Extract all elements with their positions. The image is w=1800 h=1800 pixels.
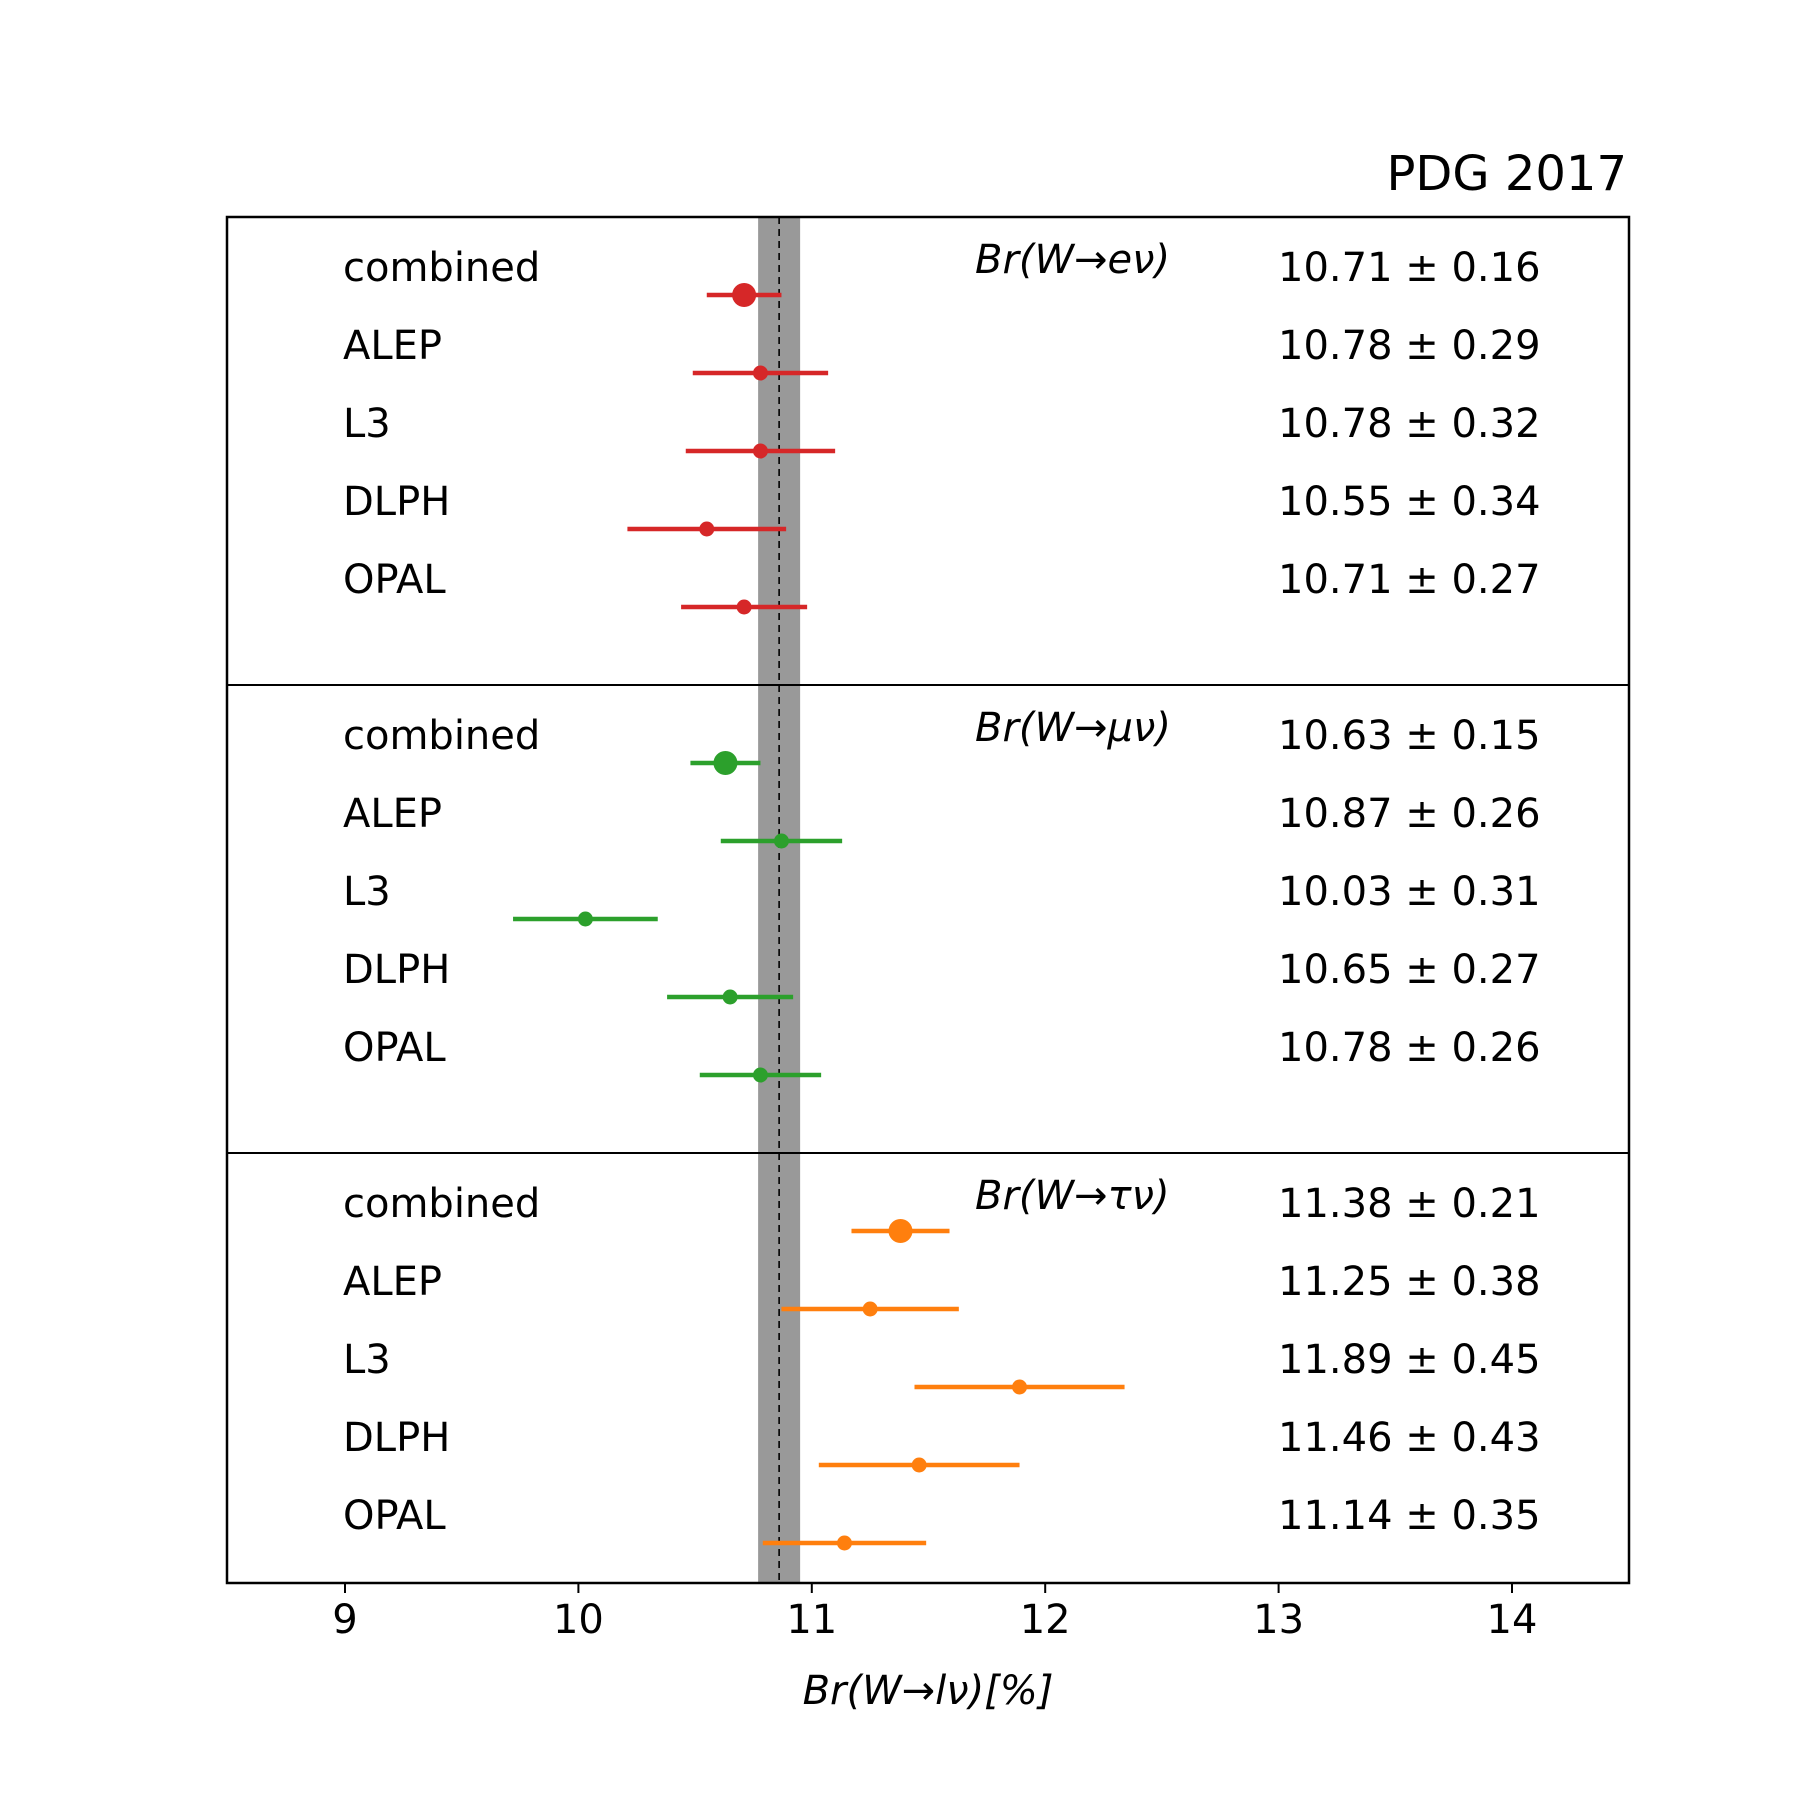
combined-point <box>732 283 757 307</box>
x-axis-label: Br(W→lν)[%] <box>803 1668 1054 1714</box>
row-name-label: combined <box>343 713 540 759</box>
text-labels: Br(W→eν) combined 10.71 ± 0.16 ALEP 10.78 ± … <box>343 237 1541 1539</box>
plot-frame <box>225 215 1631 1585</box>
row-value-label: 10.78 ± 0.32 <box>1278 401 1541 447</box>
row-value-label: 10.71 ± 0.16 <box>1278 245 1541 291</box>
combined-point <box>713 751 738 775</box>
data-point <box>1012 1379 1028 1395</box>
x-tick-label: 11 <box>786 1597 837 1643</box>
row-name-label: combined <box>343 245 540 291</box>
data-point <box>752 365 768 381</box>
row-name-label: DLPH <box>343 947 450 993</box>
row-value-label: 11.89 ± 0.45 <box>1278 1337 1541 1383</box>
data-point <box>752 1067 768 1083</box>
row-value-label: 11.25 ± 0.38 <box>1278 1259 1541 1305</box>
x-tick-label: 12 <box>1020 1597 1071 1643</box>
row-name-label: DLPH <box>343 1415 450 1461</box>
data-point <box>911 1457 927 1473</box>
data-point <box>699 521 715 537</box>
row-value-label: 10.55 ± 0.34 <box>1278 479 1541 525</box>
row-value-label: 10.71 ± 0.27 <box>1278 557 1541 603</box>
row-name-label: OPAL <box>343 1025 446 1071</box>
row-name-label: OPAL <box>343 1493 446 1539</box>
row-value-label: 10.63 ± 0.15 <box>1278 713 1541 759</box>
data-point <box>773 833 789 849</box>
row-value-label: 10.87 ± 0.26 <box>1278 791 1541 837</box>
reference-band-layer <box>758 217 801 1583</box>
row-name-label: DLPH <box>343 479 450 525</box>
x-axis: 9 10 11 12 13 14 <box>332 1583 1537 1643</box>
data-point <box>862 1301 878 1317</box>
x-tick-label: 14 <box>1487 1597 1538 1643</box>
panel-dividers <box>227 684 1629 1154</box>
row-value-label: 10.03 ± 0.31 <box>1278 869 1541 915</box>
panel-label: Br(W→τν) <box>975 1173 1170 1219</box>
combined-point <box>888 1219 913 1243</box>
reference-band <box>758 217 801 1583</box>
row-value-label: 10.65 ± 0.27 <box>1278 947 1541 993</box>
row-value-label: 10.78 ± 0.26 <box>1278 1025 1541 1071</box>
row-name-label: L3 <box>343 869 391 915</box>
data-point <box>736 599 752 615</box>
panel-label: Br(W→eν) <box>975 237 1170 283</box>
data-point <box>836 1535 852 1551</box>
row-name-label: ALEP <box>343 323 442 369</box>
panel-label: Br(W→μν) <box>975 705 1171 751</box>
x-tick-label: 13 <box>1253 1597 1304 1643</box>
row-name-label: L3 <box>343 401 391 447</box>
row-name-label: OPAL <box>343 557 446 603</box>
row-value-label: 11.14 ± 0.35 <box>1278 1493 1541 1539</box>
row-value-label: 10.78 ± 0.29 <box>1278 323 1541 369</box>
row-value-label: 11.46 ± 0.43 <box>1278 1415 1541 1461</box>
data-point <box>752 443 768 459</box>
row-name-label: ALEP <box>343 791 442 837</box>
row-name-label: ALEP <box>343 1259 442 1305</box>
data-point <box>577 911 593 927</box>
chart-title: PDG 2017 <box>1386 146 1627 202</box>
row-name-label: combined <box>343 1181 540 1227</box>
data-marks <box>513 283 1125 1551</box>
row-name-label: L3 <box>343 1337 391 1383</box>
data-point <box>722 989 738 1005</box>
x-tick-label: 10 <box>553 1597 604 1643</box>
row-value-label: 11.38 ± 0.21 <box>1278 1181 1541 1227</box>
x-tick-label: 9 <box>332 1597 357 1643</box>
